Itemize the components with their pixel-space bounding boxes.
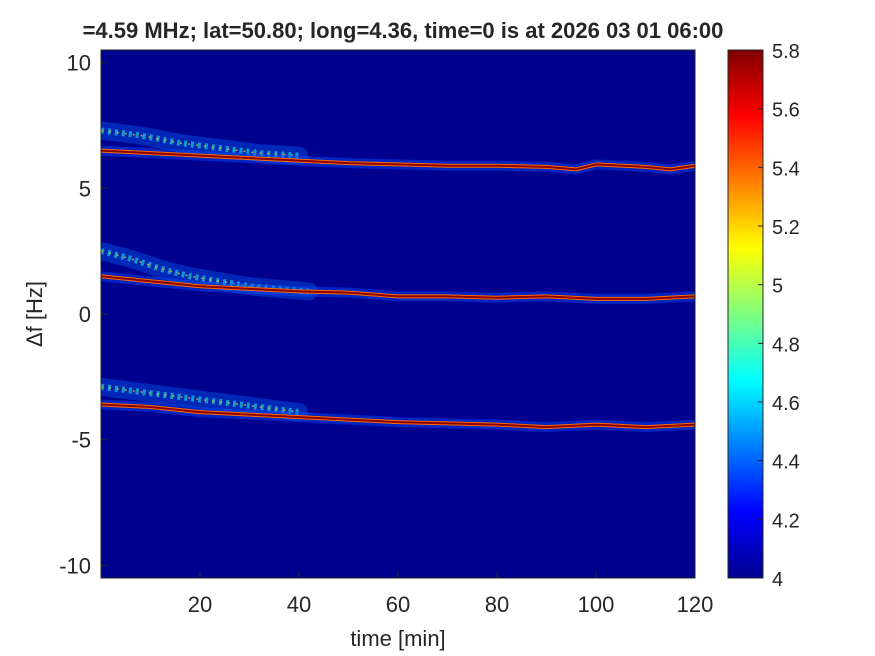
x-tick-label: 20 <box>188 592 212 617</box>
main-trace <box>101 275 695 300</box>
main-trace <box>101 149 695 171</box>
x-axis-ticks: 20 40 60 80 100 120 <box>188 572 714 617</box>
y-axis-ticks: 10 5 0 -5 -10 <box>59 51 107 578</box>
secondary-trace-core <box>101 129 300 157</box>
plot-area <box>101 50 695 578</box>
colorbar-tick-label: 4.8 <box>772 334 800 356</box>
y-tick-label: 10 <box>67 51 91 76</box>
colorbar-tick-label: 5.6 <box>772 100 800 122</box>
x-tick-label: 120 <box>677 592 714 617</box>
x-tick-label: 60 <box>386 592 410 617</box>
secondary-trace-speckle <box>101 127 300 159</box>
frequency-traces <box>101 121 695 433</box>
colorbar-ticks: 5.8 5.6 5.4 5.2 5 4.8 4.6 4.4 4.2 4 <box>758 41 800 591</box>
colorbar <box>727 49 764 579</box>
x-tick-label: 100 <box>578 592 615 617</box>
colorbar-tick-label: 5 <box>772 276 783 298</box>
y-tick-label: 5 <box>79 176 91 201</box>
x-tick-label: 80 <box>485 592 509 617</box>
colorbar-tick-label: 5.8 <box>772 41 800 63</box>
colorbar-tick-label: 4 <box>772 569 783 591</box>
y-tick-label: -10 <box>59 553 91 578</box>
chart-title: =4.59 MHz; lat=50.80; long=4.36, time=0 … <box>83 18 724 43</box>
main-trace <box>101 403 695 429</box>
colorbar-tick-label: 5.4 <box>772 158 800 180</box>
x-tick-label: 40 <box>287 592 311 617</box>
x-axis-label: time [min] <box>350 626 445 651</box>
secondary-trace-core <box>101 386 300 413</box>
secondary-trace-speckle <box>101 383 300 416</box>
y-tick-label: 0 <box>79 302 91 327</box>
colorbar-tick-label: 4.4 <box>772 452 800 474</box>
colorbar-tick-label: 4.6 <box>772 393 800 415</box>
colorbar-tick-label: 5.2 <box>772 217 800 239</box>
colorbar-tick-label: 4.2 <box>772 510 800 532</box>
y-tick-label: -5 <box>71 428 91 453</box>
y-axis-label: Δf [Hz] <box>22 281 47 347</box>
